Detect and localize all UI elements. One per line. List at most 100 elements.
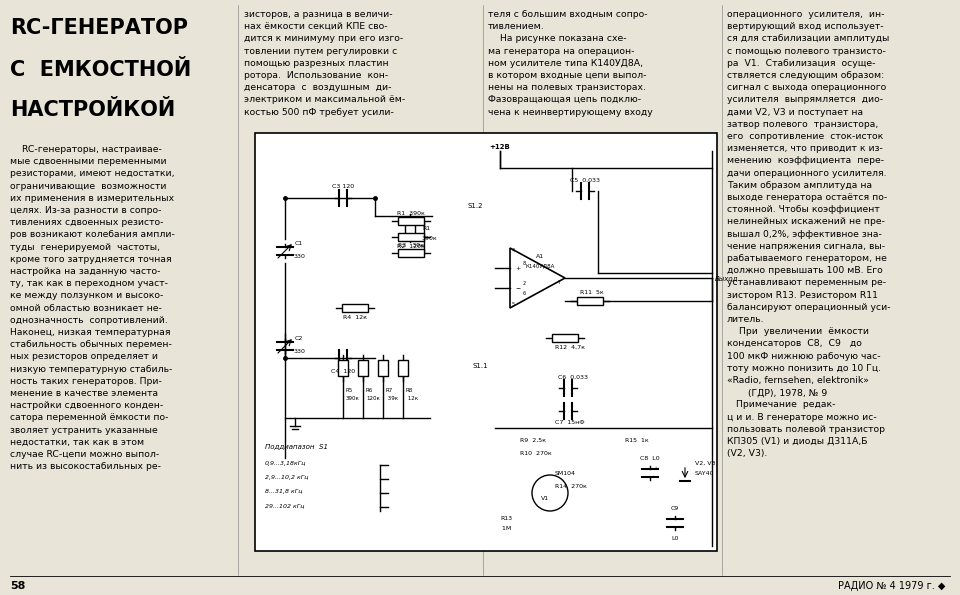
Text: Поддиапазон  S1: Поддиапазон S1 xyxy=(265,443,328,449)
Text: R1: R1 xyxy=(422,226,430,230)
Text: L0: L0 xyxy=(671,536,679,540)
Text: S1.2: S1.2 xyxy=(468,203,483,209)
Text: нены на полевых транзисторах.: нены на полевых транзисторах. xyxy=(488,83,646,92)
Text: RC-ГЕНЕРАТОР: RC-ГЕНЕРАТОР xyxy=(10,18,188,38)
Text: нах ёмкости секций КПЕ сво-: нах ёмкости секций КПЕ сво- xyxy=(244,22,388,31)
Text: целях. Из-за разности в сопро-: целях. Из-за разности в сопро- xyxy=(10,206,161,215)
Text: С  ЕМКОСТНОЙ: С ЕМКОСТНОЙ xyxy=(10,60,191,80)
Text: R12  4,7к: R12 4,7к xyxy=(555,345,585,349)
Text: R10  270к: R10 270к xyxy=(520,450,552,456)
Bar xyxy=(342,304,368,312)
Text: дится к минимуму при его изго-: дится к минимуму при его изго- xyxy=(244,35,403,43)
Text: Таким образом амплитуда на: Таким образом амплитуда на xyxy=(727,181,872,190)
Text: туды  генерируемой  частоты,: туды генерируемой частоты, xyxy=(10,243,160,252)
Text: сигнал с выхода операционного: сигнал с выхода операционного xyxy=(727,83,886,92)
Text: 58: 58 xyxy=(10,581,25,591)
Bar xyxy=(398,217,424,225)
Text: +: + xyxy=(653,465,658,471)
Text: 6: 6 xyxy=(522,290,525,296)
Text: менение в качестве элемента: менение в качестве элемента xyxy=(10,389,158,398)
Text: литель.: литель. xyxy=(727,315,764,324)
Text: Фазовращающая цепь подклю-: Фазовращающая цепь подклю- xyxy=(488,95,641,104)
Text: тивлением.: тивлением. xyxy=(488,22,544,31)
Text: в котором входные цепи выпол-: в котором входные цепи выпол- xyxy=(488,71,646,80)
Text: мые сдвоенными переменными: мые сдвоенными переменными xyxy=(10,157,167,166)
Text: их применения в измерительных: их применения в измерительных xyxy=(10,194,174,203)
Text: случае RC-цепи можно выпол-: случае RC-цепи можно выпол- xyxy=(10,450,159,459)
Text: 8: 8 xyxy=(522,261,525,265)
Text: ном усилителе типа К140УД8А,: ном усилителе типа К140УД8А, xyxy=(488,59,643,68)
Text: ц и и. В генераторе можно ис-: ц и и. В генераторе можно ис- xyxy=(727,412,876,422)
Text: зисторов, а разница в величи-: зисторов, а разница в величи- xyxy=(244,10,393,19)
Text: C4  120: C4 120 xyxy=(331,368,355,374)
Text: R5: R5 xyxy=(346,387,353,393)
Text: C2: C2 xyxy=(295,336,303,340)
Text: SAY40: SAY40 xyxy=(695,471,714,475)
Text: А1: А1 xyxy=(536,253,544,258)
Bar xyxy=(255,133,717,551)
Text: 390к: 390к xyxy=(422,236,438,240)
Text: S1.1: S1.1 xyxy=(472,363,488,369)
Text: R11  5к: R11 5к xyxy=(580,290,604,295)
Bar xyxy=(405,219,415,237)
Text: омной областью возникает не-: омной областью возникает не- xyxy=(10,303,162,312)
Text: устанавливают переменным ре-: устанавливают переменным ре- xyxy=(727,278,886,287)
Text: C3 120: C3 120 xyxy=(332,183,354,189)
Bar xyxy=(338,360,348,376)
Text: 330: 330 xyxy=(293,253,305,258)
Text: 5: 5 xyxy=(512,302,515,306)
Text: с помощью полевого транзисто-: с помощью полевого транзисто- xyxy=(727,46,886,55)
Text: резисторами, имеют недостатки,: резисторами, имеют недостатки, xyxy=(10,170,175,178)
Text: R1  390к: R1 390к xyxy=(397,211,425,215)
Text: R13: R13 xyxy=(500,515,512,521)
Text: стоянной. Чтобы коэффициент: стоянной. Чтобы коэффициент xyxy=(727,205,879,214)
Text: (V2, V3).: (V2, V3). xyxy=(727,449,767,458)
Bar xyxy=(398,249,424,257)
Text: R14  270к: R14 270к xyxy=(555,484,587,488)
Text: костью 500 пФ требует усили-: костью 500 пФ требует усили- xyxy=(244,108,394,117)
Text: тивлениях сдвоенных резисто-: тивлениях сдвоенных резисто- xyxy=(10,218,163,227)
Text: R15  1к: R15 1к xyxy=(625,437,649,443)
Text: ротора.  Использование  кон-: ротора. Использование кон- xyxy=(244,71,388,80)
Text: 2,9...10,2 кГц: 2,9...10,2 кГц xyxy=(265,475,308,480)
Text: стабильность обычных перемен-: стабильность обычных перемен- xyxy=(10,340,172,349)
Text: R7: R7 xyxy=(386,387,394,393)
Text: C1: C1 xyxy=(295,240,303,246)
Text: теля с большим входным сопро-: теля с большим входным сопро- xyxy=(488,10,648,19)
Text: ность таких генераторов. При-: ность таких генераторов. При- xyxy=(10,377,162,386)
Text: При  увеличении  ёмкости: При увеличении ёмкости xyxy=(727,327,869,336)
Text: ограничивающие  возможности: ограничивающие возможности xyxy=(10,181,166,190)
Text: C5  0,033: C5 0,033 xyxy=(570,177,600,183)
Text: 1М: 1М xyxy=(500,525,512,531)
Bar xyxy=(398,360,408,376)
Text: однозначность  сопротивлений.: однозначность сопротивлений. xyxy=(10,316,168,325)
Text: ных резисторов определяет и: ных резисторов определяет и xyxy=(10,352,158,361)
Text: +: + xyxy=(516,265,520,271)
Text: кроме того затрудняется точная: кроме того затрудняется точная xyxy=(10,255,172,264)
Text: C6  0,033: C6 0,033 xyxy=(558,374,588,380)
Text: операционного  усилителя,  ин-: операционного усилителя, ин- xyxy=(727,10,884,19)
Text: 100 мкФ нижнюю рабочую час-: 100 мкФ нижнюю рабочую час- xyxy=(727,352,880,361)
Text: C8  L0: C8 L0 xyxy=(640,456,660,461)
Bar xyxy=(358,360,368,376)
Text: тоту можно понизить до 10 Гц.: тоту можно понизить до 10 Гц. xyxy=(727,364,881,373)
Text: −: − xyxy=(516,286,520,290)
Text: C9: C9 xyxy=(671,506,679,511)
Text: рабатываемого генератором, не: рабатываемого генератором, не xyxy=(727,254,887,263)
Text: ся для стабилизации амплитуды: ся для стабилизации амплитуды xyxy=(727,35,889,43)
Text: ке между ползунком и высоко-: ке между ползунком и высоко- xyxy=(10,292,163,300)
Bar xyxy=(378,360,388,376)
Text: НАСТРОЙКОЙ: НАСТРОЙКОЙ xyxy=(10,100,176,120)
Text: менению  коэффициента  пере-: менению коэффициента пере- xyxy=(727,156,884,165)
Text: настройка на заданную часто-: настройка на заданную часто- xyxy=(10,267,160,276)
Text: ра  V1.  Стабилизация  осуще-: ра V1. Стабилизация осуще- xyxy=(727,59,876,68)
Text: вышал 0,2%, эффективное зна-: вышал 0,2%, эффективное зна- xyxy=(727,230,882,239)
Text: балансируют операционный уси-: балансируют операционный уси- xyxy=(727,303,891,312)
Text: нелинейных искажений не пре-: нелинейных искажений не пре- xyxy=(727,217,885,227)
Text: +12В: +12В xyxy=(490,144,511,150)
Bar xyxy=(552,334,578,342)
Text: «Radio, fernsehen, elektronik»: «Radio, fernsehen, elektronik» xyxy=(727,376,869,385)
Text: дачи операционного усилителя.: дачи операционного усилителя. xyxy=(727,168,886,177)
Text: недостатки, так как в этом: недостатки, так как в этом xyxy=(10,438,144,447)
Text: ма генератора на операцион-: ма генератора на операцион- xyxy=(488,46,635,55)
